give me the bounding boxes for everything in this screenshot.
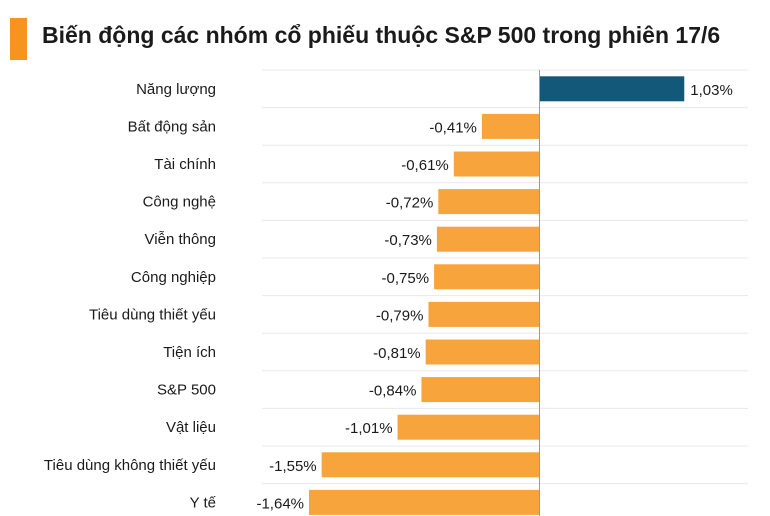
category-label: Bất động sản bbox=[128, 118, 216, 135]
category-label: Công nghiệp bbox=[131, 269, 216, 286]
bar-2 bbox=[453, 151, 540, 177]
category-label: Y tế bbox=[190, 494, 217, 511]
bar-8 bbox=[421, 377, 540, 403]
category-label: Tiêu dùng thiết yếu bbox=[89, 306, 216, 323]
value-label: -1,01% bbox=[345, 420, 393, 437]
bar-1 bbox=[481, 113, 540, 139]
bar-5 bbox=[434, 264, 540, 290]
value-label: -0,41% bbox=[429, 119, 477, 136]
category-label: S&P 500 bbox=[157, 382, 216, 399]
category-label: Năng lượng bbox=[136, 81, 216, 98]
category-label: Công nghệ bbox=[143, 194, 216, 211]
bar-9 bbox=[397, 414, 540, 440]
bar-10 bbox=[321, 452, 540, 478]
value-label: -0,73% bbox=[384, 232, 432, 249]
category-label: Tiện ích bbox=[163, 344, 216, 361]
title-accent-bar bbox=[10, 18, 27, 60]
category-label: Viễn thông bbox=[145, 231, 216, 248]
category-label: Vật liệu bbox=[166, 419, 216, 436]
bar-3 bbox=[438, 189, 540, 215]
value-label: -0,61% bbox=[401, 157, 449, 174]
bar-11 bbox=[309, 489, 540, 515]
value-label: 1,03% bbox=[690, 82, 733, 99]
value-label: -1,64% bbox=[256, 495, 304, 512]
bar-7 bbox=[425, 339, 540, 365]
value-label: -0,75% bbox=[382, 270, 430, 287]
bar-0 bbox=[539, 76, 685, 102]
value-label: -0,72% bbox=[386, 195, 434, 212]
value-label: -0,84% bbox=[369, 383, 417, 400]
value-label: -0,79% bbox=[376, 307, 424, 324]
category-label: Tài chính bbox=[154, 156, 216, 173]
chart-title: Biến động các nhóm cổ phiếu thuộc S&P 50… bbox=[42, 22, 721, 48]
value-label: -1,55% bbox=[269, 458, 317, 475]
bar-6 bbox=[428, 301, 540, 327]
bar-4 bbox=[436, 226, 540, 252]
category-label: Tiêu dùng không thiết yếu bbox=[44, 457, 216, 474]
value-label: -0,81% bbox=[373, 345, 421, 362]
